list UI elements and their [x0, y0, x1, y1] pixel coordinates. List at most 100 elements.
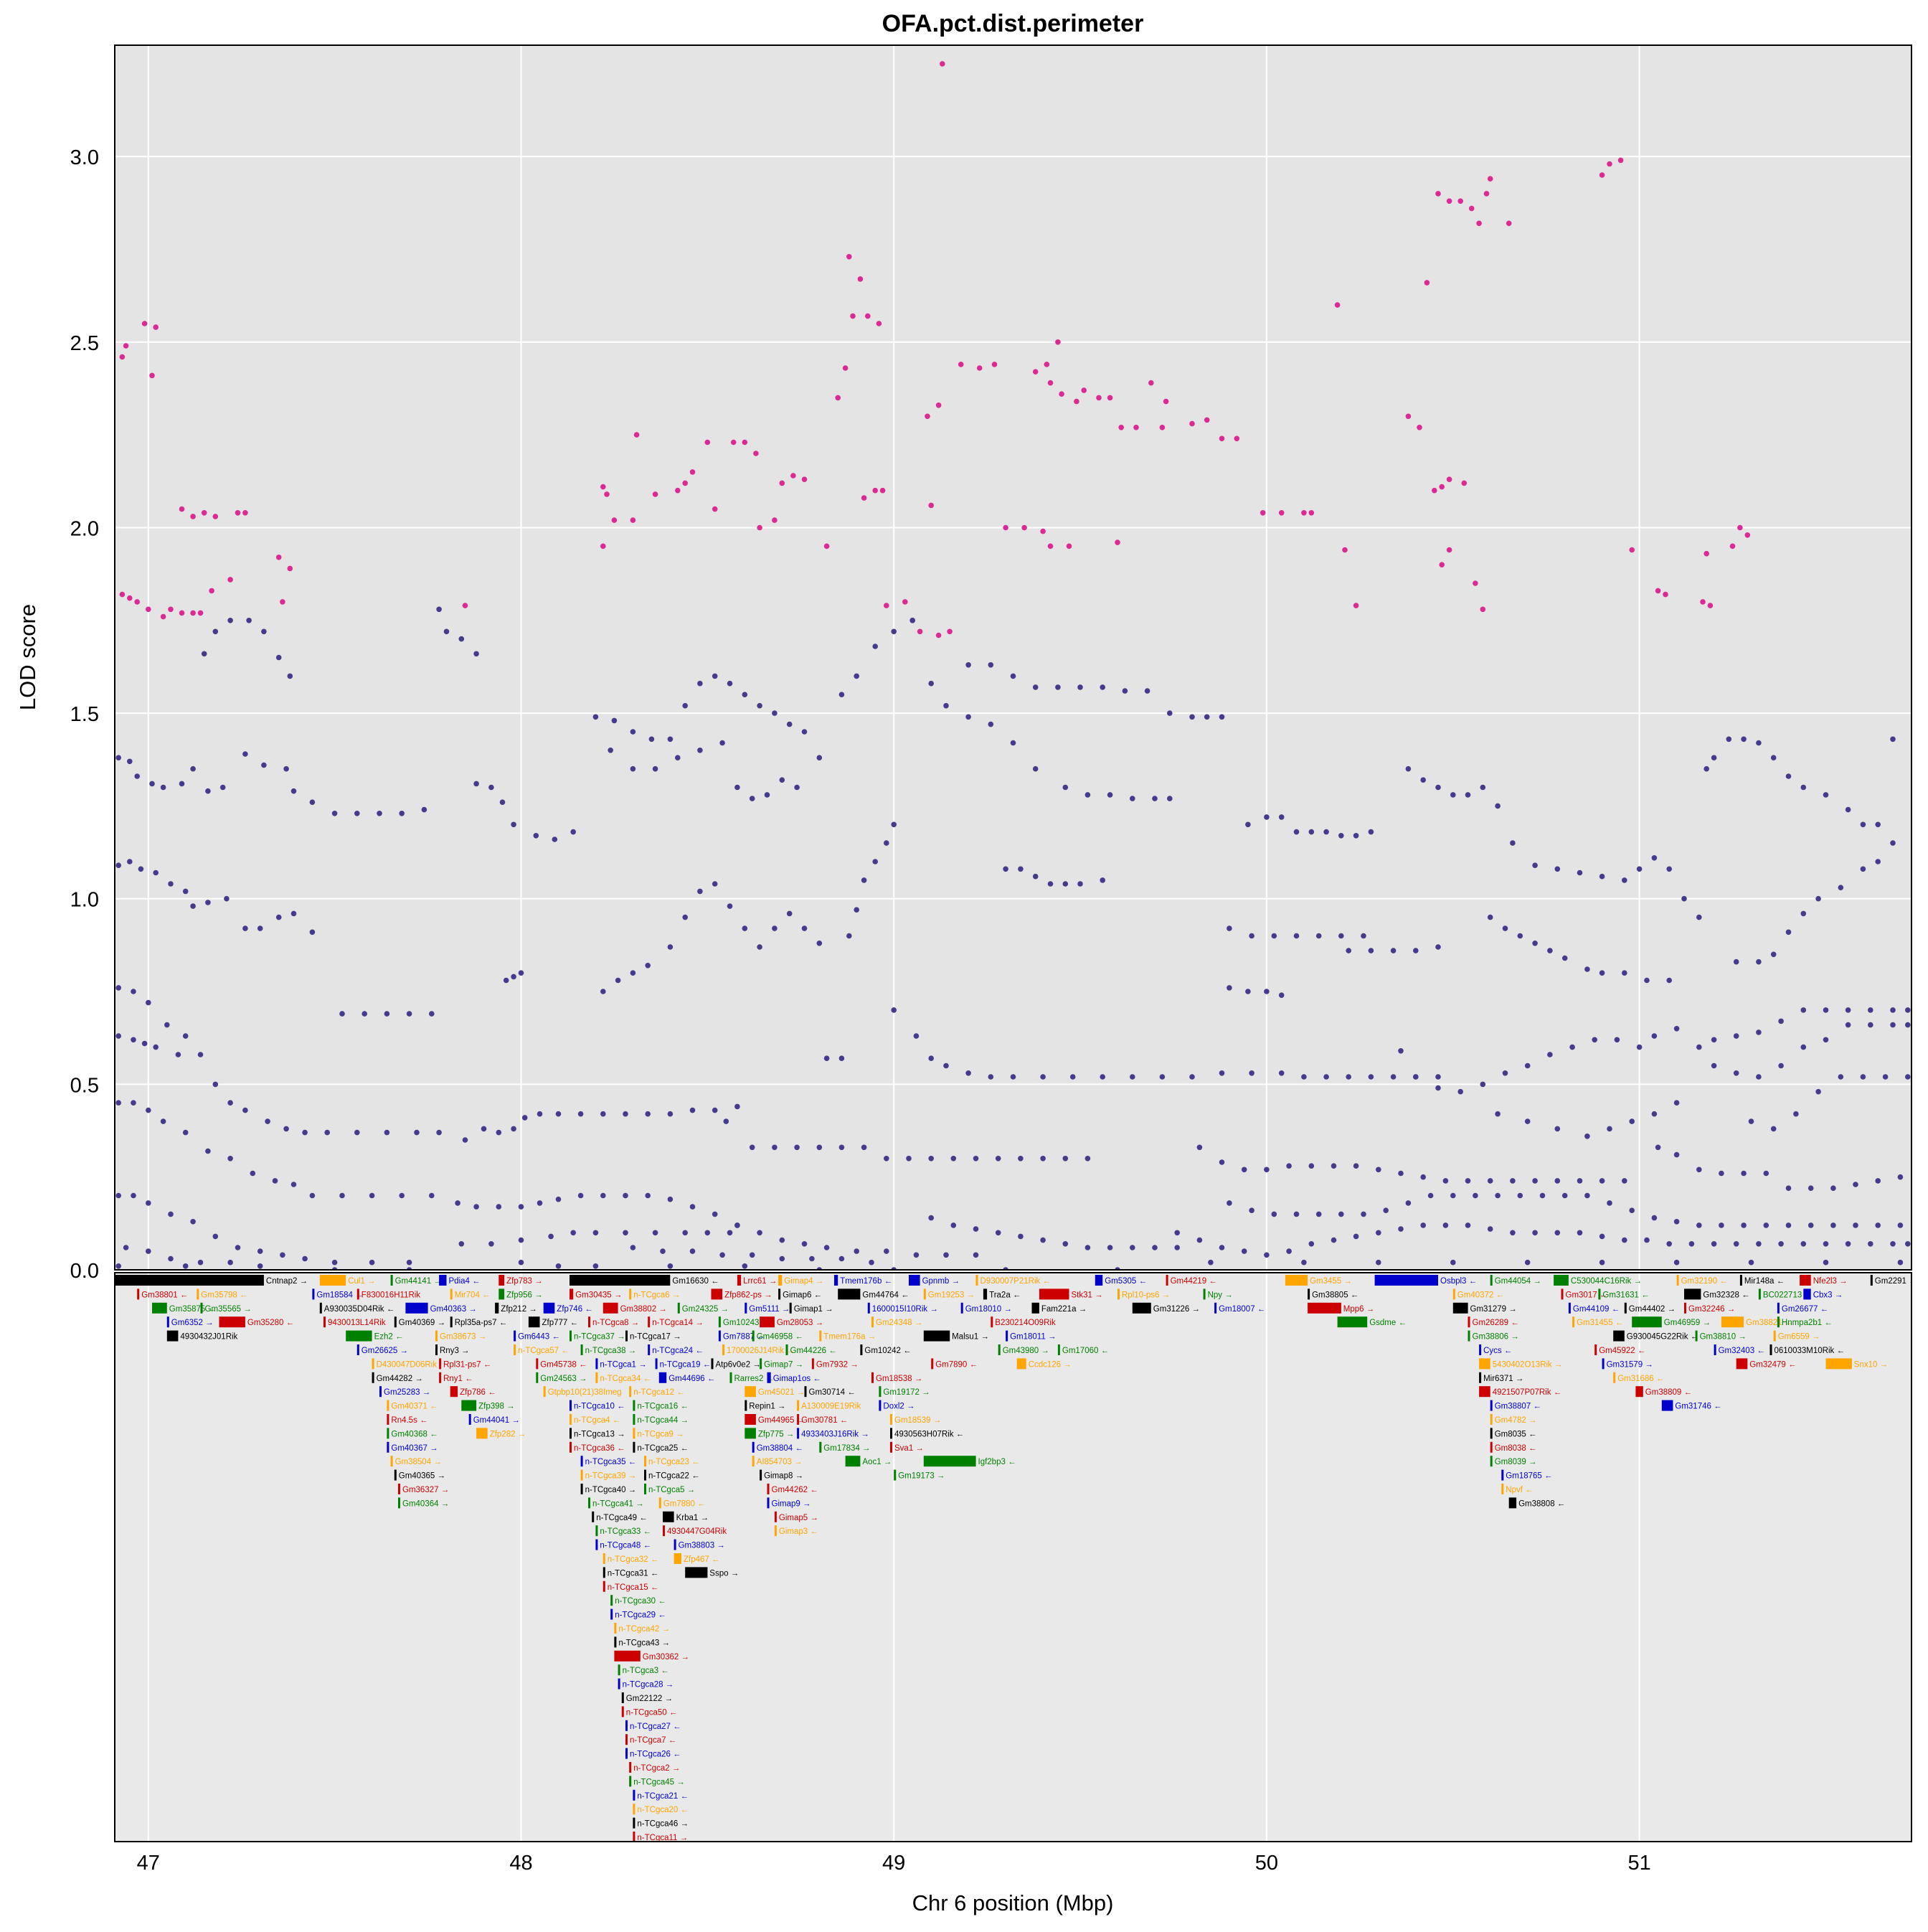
gene-bar: [450, 1288, 453, 1300]
data-point: [1435, 191, 1441, 197]
data-point: [160, 1118, 166, 1124]
data-point: [134, 773, 140, 779]
gene-label: Gm45922 ←: [1599, 1347, 1645, 1355]
data-point: [1733, 958, 1739, 965]
gene-label: n-TCgca7 ←: [630, 1736, 676, 1745]
gene-label: n-TCgca45 →: [633, 1778, 685, 1786]
data-point: [1018, 1156, 1024, 1161]
gene-label: n-TCgca39 →: [585, 1472, 637, 1481]
gene-label: n-TCgca8 →: [592, 1319, 639, 1327]
gene-label: Gm40368 ←: [391, 1430, 438, 1438]
data-point: [1584, 1192, 1590, 1199]
data-point: [645, 963, 651, 969]
gene-bar: [372, 1358, 374, 1370]
data-point: [212, 1081, 219, 1088]
gene-bar: [674, 1539, 676, 1550]
data-point: [1376, 1259, 1381, 1266]
data-point: [1174, 1230, 1180, 1236]
gene-label: n-TCgca50 ←: [626, 1708, 678, 1717]
data-point: [1450, 1192, 1456, 1199]
gene-bar: [580, 1469, 583, 1481]
data-point: [1622, 970, 1627, 976]
data-point: [1159, 425, 1166, 430]
gene-bar: [543, 1386, 546, 1398]
data-point: [1059, 391, 1064, 397]
data-point: [1413, 948, 1419, 953]
gene-bar: [346, 1330, 372, 1342]
gene-bar: [890, 1414, 892, 1425]
gene-label: Gm6443 ←: [518, 1333, 560, 1342]
data-point: [1405, 1200, 1412, 1206]
gene-label: Gm43980 →: [1003, 1347, 1049, 1355]
data-point: [1398, 1226, 1404, 1232]
data-point: [406, 1259, 412, 1266]
gene-bar: [644, 1456, 646, 1467]
data-point: [1655, 1144, 1661, 1151]
gene-label: A130009E19Rik: [801, 1403, 861, 1411]
data-point: [988, 662, 994, 668]
data-point: [384, 1129, 390, 1136]
data-point: [1868, 1007, 1873, 1013]
data-point: [1853, 1182, 1858, 1187]
data-point: [205, 1148, 211, 1154]
data-point: [1599, 970, 1605, 976]
data-point: [757, 702, 762, 709]
data-point: [1264, 989, 1270, 994]
gene-label: 4921507P07Rik ←: [1493, 1388, 1562, 1397]
data-point: [1323, 1074, 1329, 1080]
data-point: [168, 1211, 174, 1217]
gene-label: Gimap7 →: [764, 1360, 803, 1369]
gene-track: Cntnap2 → Cul1 → Gm44141 → Pdia4 ← Zfp783 → G…: [115, 1275, 1912, 1842]
gene-label: Gm44109 ←: [1573, 1305, 1620, 1314]
gene-label: Gimap8 →: [764, 1472, 803, 1481]
gene-label: Gm44696 ←: [668, 1375, 715, 1383]
gene-label: Doxl2 →: [883, 1403, 915, 1411]
gene-bar: [1777, 1316, 1780, 1328]
data-point: [1622, 877, 1627, 883]
gene-bar: [528, 1316, 540, 1328]
data-point: [548, 1233, 554, 1240]
gene-bar: [879, 1386, 882, 1398]
data-point: [689, 1107, 696, 1113]
data-point: [488, 1241, 494, 1247]
gene-label: Gm17834 →: [823, 1444, 870, 1453]
data-point: [1167, 710, 1173, 716]
data-point: [1040, 1074, 1046, 1080]
gene-label: Cul1 →: [348, 1277, 375, 1286]
data-point: [995, 1156, 1001, 1161]
x-tick-label: 47: [137, 1852, 160, 1875]
data-point: [935, 632, 942, 638]
data-point: [950, 1222, 957, 1228]
gene-bar: [439, 1358, 442, 1370]
gene-label: Gm7890 ←: [935, 1360, 978, 1369]
data-point: [1785, 1185, 1792, 1191]
data-point: [1084, 792, 1091, 798]
data-point: [1383, 1207, 1389, 1213]
data-point: [801, 729, 808, 735]
data-point: [1118, 425, 1124, 430]
gene-bar: [621, 1706, 624, 1717]
data-point: [1420, 777, 1426, 783]
data-point: [1737, 524, 1743, 531]
gene-label: Gm6352 →: [171, 1319, 214, 1327]
data-point: [1599, 1259, 1605, 1266]
gene-bar: [1613, 1372, 1616, 1383]
gene-label: n-TCgca46 →: [637, 1820, 689, 1829]
gene-bar: [476, 1428, 488, 1439]
data-point: [1673, 1026, 1680, 1032]
data-point: [943, 702, 949, 709]
data-point: [1390, 1074, 1397, 1080]
data-point: [1845, 1007, 1851, 1013]
gene-label: Zfp282 →: [490, 1430, 526, 1438]
data-point: [1308, 829, 1315, 835]
data-point: [988, 1074, 994, 1080]
data-point: [1353, 1163, 1359, 1169]
data-point: [1882, 1074, 1889, 1080]
data-point: [1703, 550, 1709, 557]
gene-bar: [1684, 1302, 1686, 1314]
gene-label: Gm38806 →: [1473, 1333, 1519, 1342]
data-point: [369, 1259, 375, 1266]
data-point: [1342, 547, 1348, 553]
data-point: [630, 765, 636, 772]
data-point: [734, 784, 740, 791]
